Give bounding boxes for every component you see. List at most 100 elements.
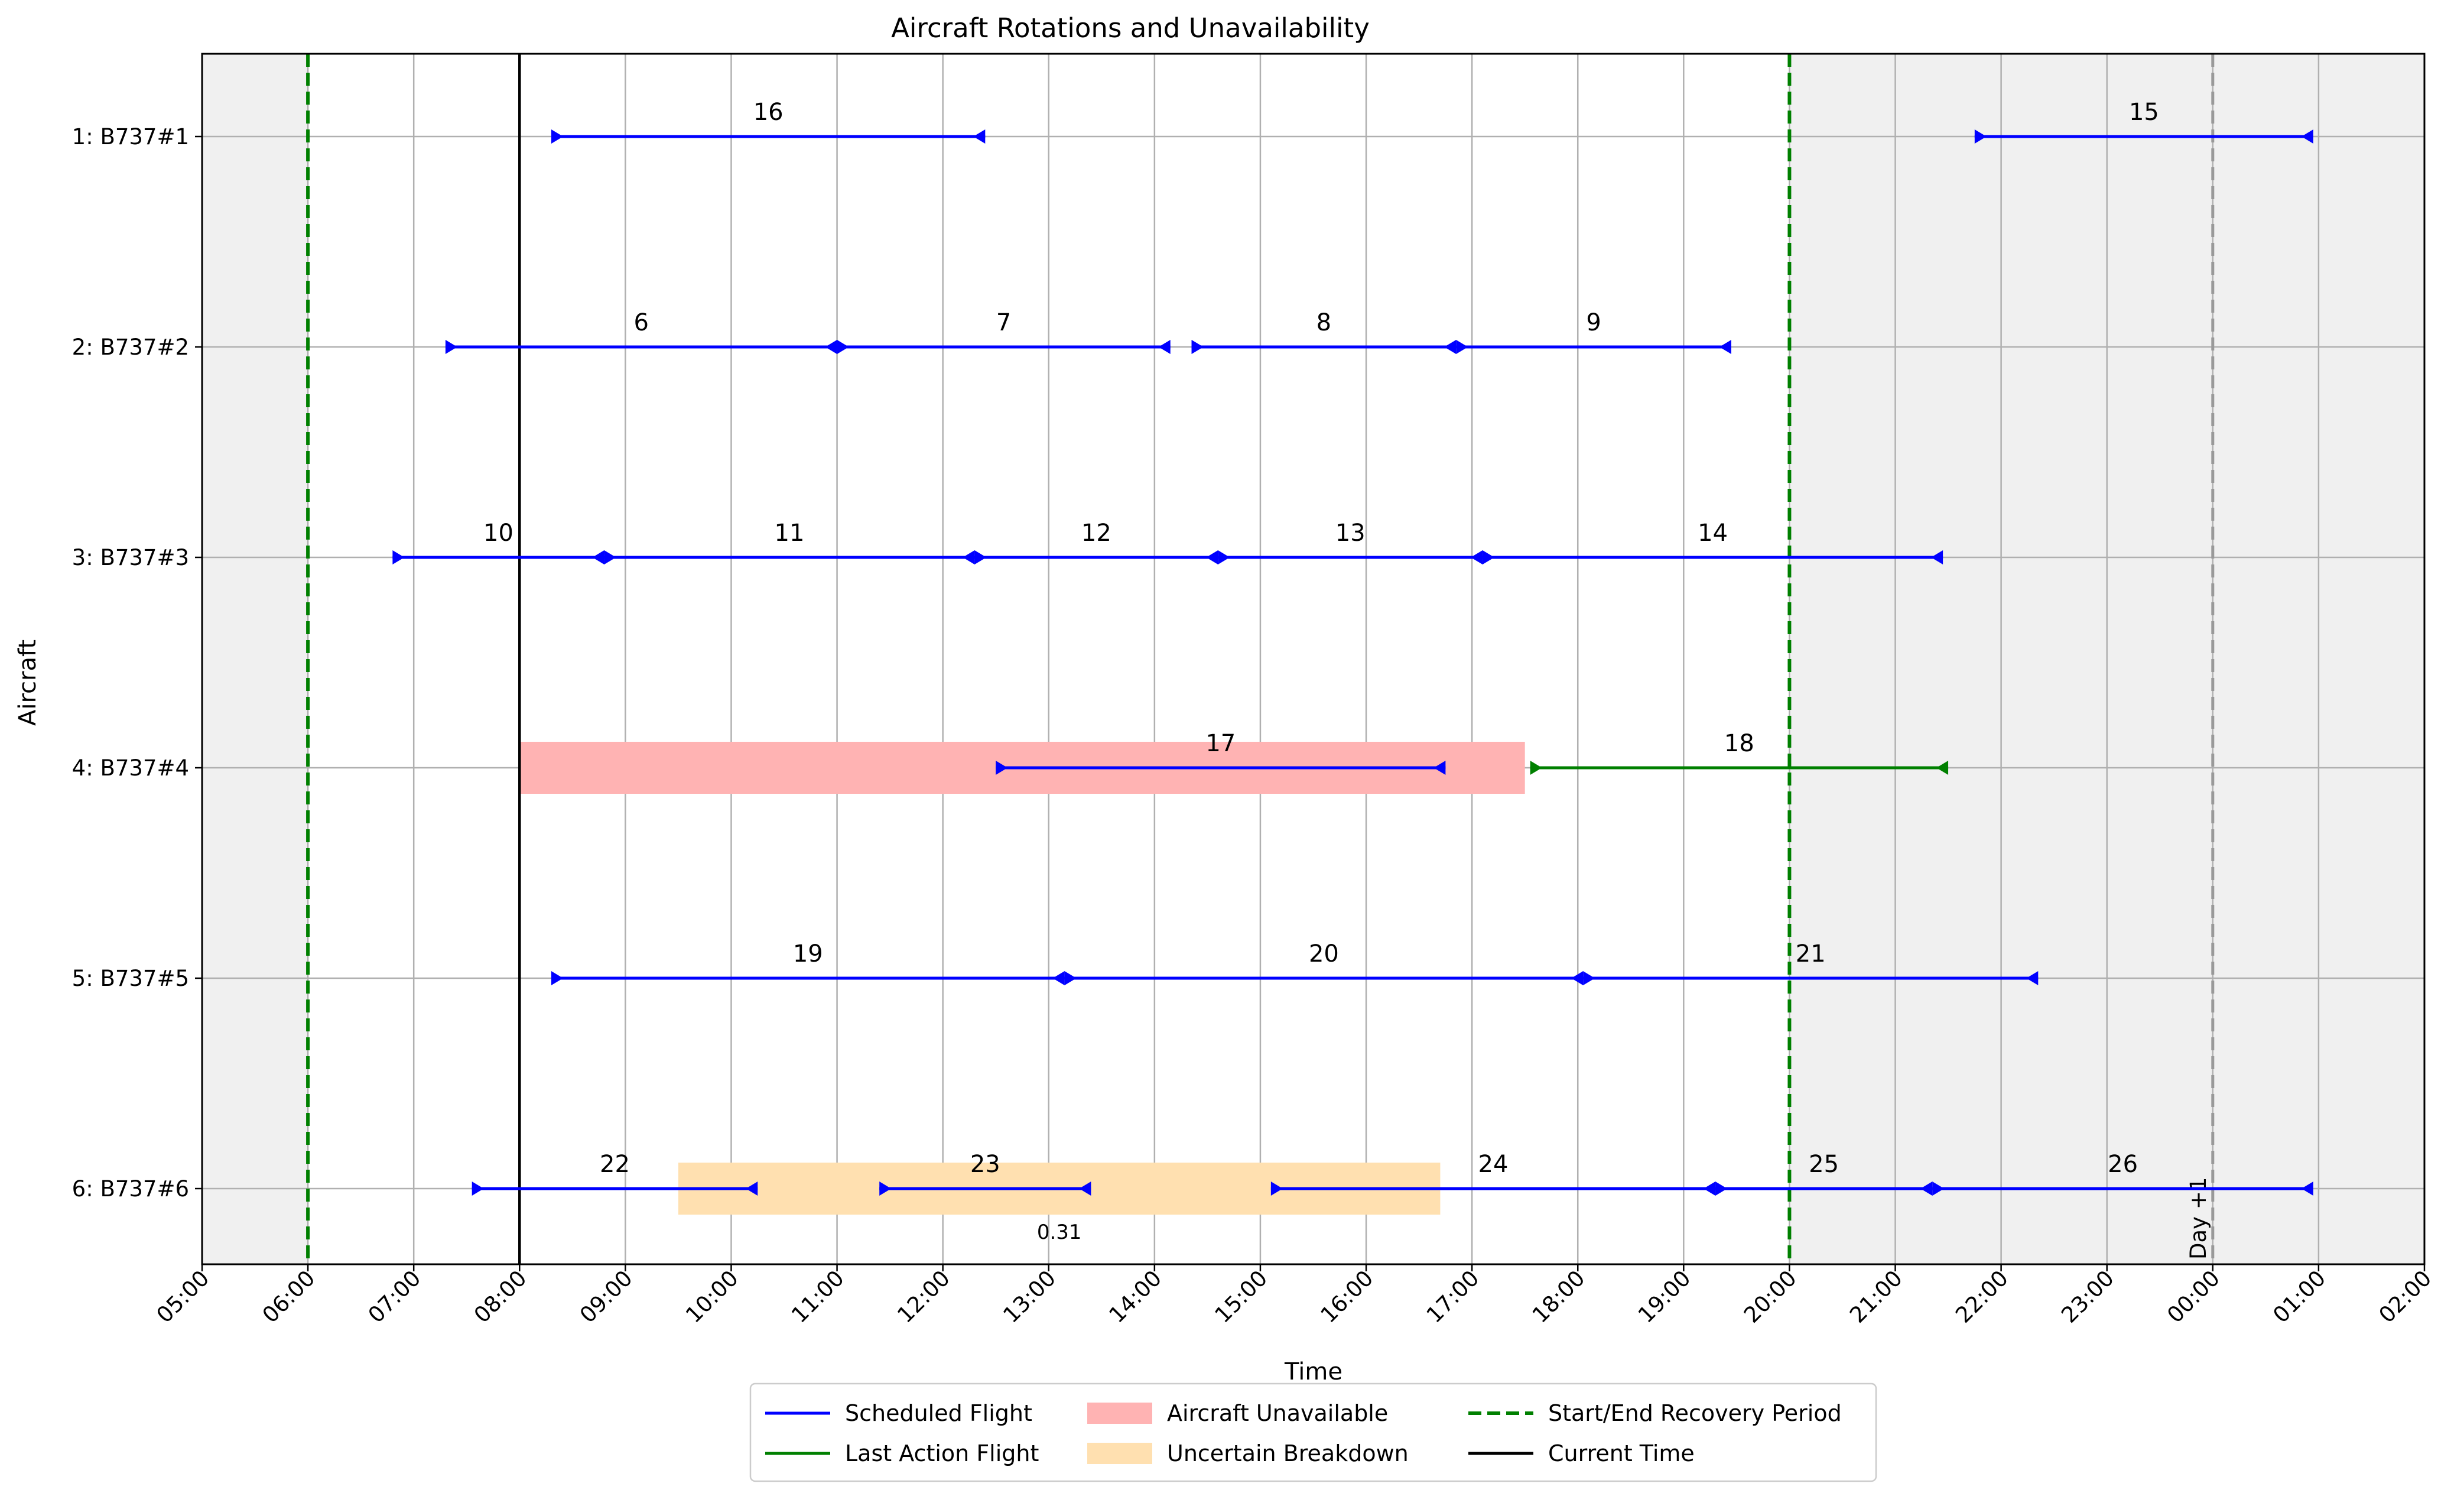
flight-departure-marker xyxy=(1483,550,1495,564)
flight-arrival-marker xyxy=(1052,971,1065,985)
flight-departure-marker xyxy=(1191,340,1204,354)
flight-arrival-marker xyxy=(1079,1182,1091,1196)
axes-frame xyxy=(201,53,2426,1265)
x-tick-label: 22:00 xyxy=(1951,1265,2013,1328)
flight-departure-marker xyxy=(604,550,616,564)
flight-label: 25 xyxy=(1809,1151,1839,1178)
flight-label: 12 xyxy=(1081,520,1111,547)
flight-departure-marker xyxy=(392,550,405,564)
legend-entry-label: Scheduled Flight xyxy=(845,1400,1032,1426)
x-tick-label: 20:00 xyxy=(1739,1265,1802,1328)
legend-patch-swatch xyxy=(1087,1443,1152,1464)
flight-arrival-marker xyxy=(2026,971,2039,985)
flight-arrival-marker xyxy=(1158,340,1171,354)
flight-arrival-marker xyxy=(1571,971,1584,985)
legend-patch-swatch xyxy=(1087,1403,1152,1424)
flight-arrival-marker xyxy=(1471,550,1483,564)
legend-entry-label: Aircraft Unavailable xyxy=(1167,1400,1388,1426)
flight-arrival-marker xyxy=(825,340,837,354)
legend-entry-label: Last Action Flight xyxy=(845,1440,1039,1466)
flight-arrival-marker xyxy=(1936,761,1949,775)
flight-label: 22 xyxy=(600,1151,630,1178)
x-tick-label: 10:00 xyxy=(681,1265,743,1328)
plot-area: 05:00 06:00 07:00 08:00 09:00 10:00 11:00 12:00… xyxy=(72,53,2436,1328)
flight-departure-marker xyxy=(1715,1182,1728,1196)
x-tick-label: 11:00 xyxy=(786,1265,849,1328)
y-tick-label: 1: B737#1 xyxy=(72,124,189,150)
x-tick-label: 18:00 xyxy=(1527,1265,1590,1328)
flight-departure-marker xyxy=(974,550,987,564)
flight-arrival-marker xyxy=(963,550,975,564)
y-tick-label: 6: B737#6 xyxy=(72,1176,189,1202)
flight-departure-marker xyxy=(837,340,849,354)
x-axis-label: Time xyxy=(1284,1358,1342,1385)
legend: Scheduled Flight Last Action Flight Aircra… xyxy=(749,1382,1877,1482)
chart-title: Aircraft Rotations and Unavailability xyxy=(891,12,1370,44)
flight-departure-marker xyxy=(1270,1182,1283,1196)
flight-label: 18 xyxy=(1724,730,1754,757)
flight-label: 7 xyxy=(996,309,1011,336)
flight-departure-marker xyxy=(1974,129,1987,144)
flight-departure-marker xyxy=(879,1182,892,1196)
flight-arrival-marker xyxy=(2301,129,2313,144)
legend-entry-label: Current Time xyxy=(1548,1440,1695,1466)
flight-label: 24 xyxy=(1478,1151,1509,1178)
flight-label: 9 xyxy=(1586,309,1601,336)
flight-departure-marker xyxy=(1583,971,1595,985)
x-tick-label: 00:00 xyxy=(2162,1265,2225,1328)
legend-box xyxy=(749,1382,1877,1482)
flight-departure-marker xyxy=(1932,1182,1945,1196)
flight-label: 16 xyxy=(753,99,784,126)
flight-departure-marker xyxy=(1530,761,1542,775)
y-axis-label: Aircraft xyxy=(14,640,41,726)
y-tick-label: 2: B737#2 xyxy=(72,335,189,360)
y-tick-label: 4: B737#4 xyxy=(72,755,189,781)
x-tick-label: 06:00 xyxy=(258,1265,320,1328)
flight-departure-marker xyxy=(551,129,564,144)
flight-departure-marker xyxy=(996,761,1008,775)
breakdown-probability-label: 0.31 xyxy=(1037,1221,1082,1244)
flight-label: 26 xyxy=(2108,1151,2138,1178)
flight-label: 20 xyxy=(1309,940,1339,968)
x-tick-label: 23:00 xyxy=(2056,1265,2119,1328)
x-tick-label: 19:00 xyxy=(1633,1265,1696,1328)
x-tick-label: 21:00 xyxy=(1845,1265,1907,1328)
flight-label: 17 xyxy=(1205,730,1236,757)
flight-departure-marker xyxy=(1064,971,1077,985)
flight-arrival-marker xyxy=(1931,550,1943,564)
flight-arrival-marker xyxy=(1704,1182,1716,1196)
x-tick-label: 08:00 xyxy=(469,1265,532,1328)
flight-arrival-marker xyxy=(592,550,604,564)
flight-arrival-marker xyxy=(1433,761,1446,775)
x-tick-label: 05:00 xyxy=(152,1265,214,1328)
x-tick-label: 15:00 xyxy=(1210,1265,1273,1328)
flight-departure-marker xyxy=(445,340,457,354)
flight-arrival-marker xyxy=(1206,550,1218,564)
x-tick-label: 13:00 xyxy=(998,1265,1061,1328)
flight-arrival-marker xyxy=(746,1182,758,1196)
flight-departure-marker xyxy=(472,1182,484,1196)
x-tick-label: 14:00 xyxy=(1104,1265,1166,1328)
flight-departure-marker xyxy=(551,971,564,985)
x-tick-label: 16:00 xyxy=(1316,1265,1379,1328)
flight-label: 15 xyxy=(2129,99,2159,126)
legend-entry-label: Uncertain Breakdown xyxy=(1167,1440,1409,1466)
flight-arrival-marker xyxy=(973,129,986,144)
flight-label: 11 xyxy=(775,520,805,547)
x-tick-label: 17:00 xyxy=(1422,1265,1484,1328)
flight-arrival-marker xyxy=(2301,1182,2313,1196)
x-tick-label: 09:00 xyxy=(575,1265,638,1328)
flight-label: 19 xyxy=(793,940,823,968)
x-tick-label: 07:00 xyxy=(363,1265,426,1328)
x-tick-label: 12:00 xyxy=(892,1265,955,1328)
flight-departure-marker xyxy=(1456,340,1468,354)
flight-label: 6 xyxy=(634,309,649,336)
flight-departure-marker xyxy=(1218,550,1230,564)
flight-label: 8 xyxy=(1316,309,1331,336)
flight-label: 23 xyxy=(970,1151,1000,1178)
y-tick-label: 3: B737#3 xyxy=(72,545,189,570)
y-tick-label: 5: B737#5 xyxy=(72,966,189,991)
flight-label: 13 xyxy=(1335,520,1366,547)
flight-label: 10 xyxy=(483,520,513,547)
